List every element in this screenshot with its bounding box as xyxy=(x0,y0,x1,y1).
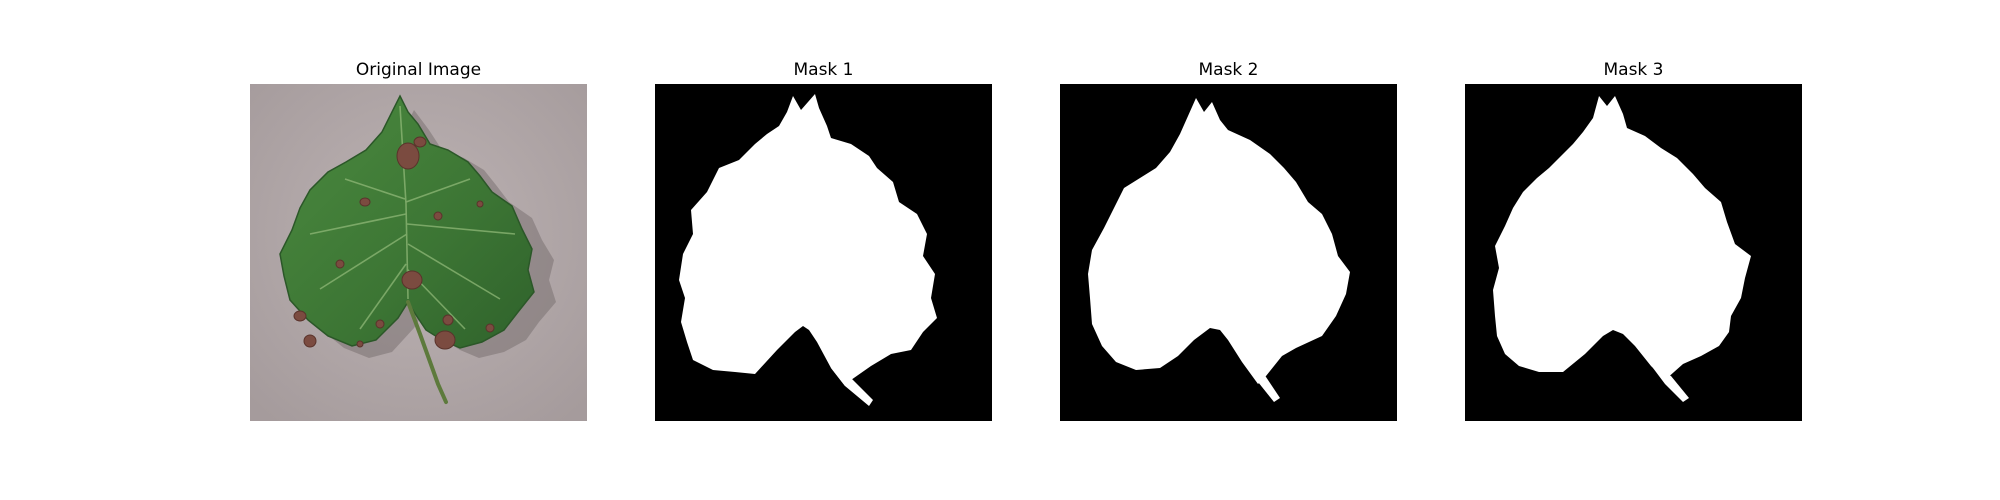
mask-1-panel: Mask 1 xyxy=(655,58,992,421)
original-image-title: Original Image xyxy=(355,60,482,80)
mask-2-panel: Mask 2 xyxy=(1060,58,1397,421)
mask-1-leaf-region xyxy=(679,94,937,386)
mask-3-panel: Mask 3 xyxy=(1465,58,1802,421)
original-image-panel: Original Image xyxy=(250,58,587,421)
mask-3-image xyxy=(1465,84,1802,421)
mask-3-leaf-region xyxy=(1493,96,1751,380)
mask-3-title: Mask 3 xyxy=(1603,60,1664,80)
mask-2-image xyxy=(1060,84,1397,421)
mask-2-leaf-region xyxy=(1088,98,1350,384)
leaf-photo xyxy=(250,84,587,421)
mask-2-title: Mask 2 xyxy=(1198,60,1259,80)
mask-1-title: Mask 1 xyxy=(793,60,854,80)
mask-1-image xyxy=(655,84,992,421)
